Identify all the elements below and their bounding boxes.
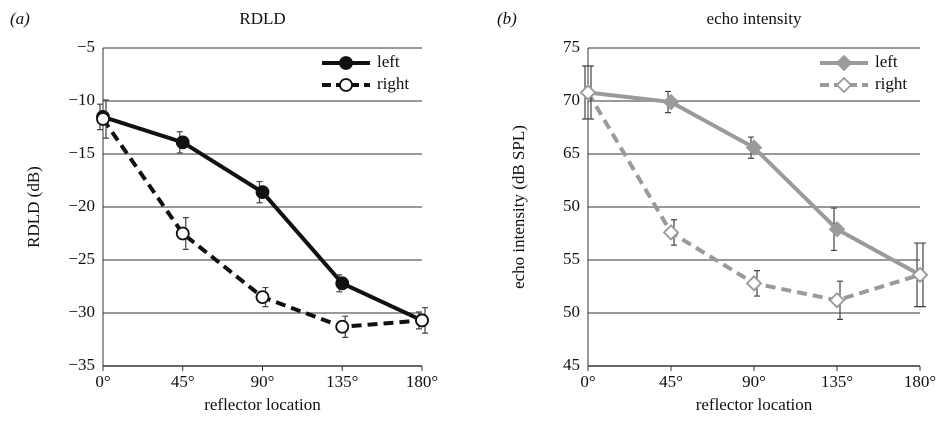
y-tick-label: 55 bbox=[563, 249, 580, 268]
y-axis-label: echo intensity (dB SPL) bbox=[509, 125, 528, 289]
marker bbox=[911, 266, 929, 284]
y-tick-label: −20 bbox=[68, 196, 95, 215]
marker bbox=[335, 276, 350, 291]
panel-label: (a) bbox=[10, 9, 30, 28]
x-tick-label: 45° bbox=[171, 372, 195, 391]
legend-label: right bbox=[875, 74, 907, 93]
marker bbox=[96, 112, 110, 126]
marker bbox=[175, 226, 190, 241]
marker bbox=[175, 135, 190, 150]
marker bbox=[745, 139, 763, 156]
marker bbox=[662, 93, 680, 111]
y-tick-label: 45 bbox=[563, 355, 580, 374]
y-tick-label: 50 bbox=[563, 302, 580, 321]
y-tick-label: −25 bbox=[68, 249, 95, 268]
chart-title: RDLD bbox=[239, 9, 285, 28]
y-tick-label: 65 bbox=[563, 143, 580, 162]
marker bbox=[745, 275, 763, 292]
x-tick-label: 180° bbox=[406, 372, 438, 391]
x-tick-label: 180° bbox=[904, 372, 936, 391]
legend-label: right bbox=[377, 74, 409, 93]
x-tick-label: 135° bbox=[326, 372, 358, 391]
legend-marker bbox=[339, 78, 353, 92]
y-tick-label: −10 bbox=[68, 90, 95, 109]
x-tick-label: 45° bbox=[659, 372, 683, 391]
y-tick-label: 50 bbox=[563, 196, 580, 215]
y-axis-label: RDLD (dB) bbox=[24, 166, 43, 248]
y-tick-label: −5 bbox=[77, 37, 95, 56]
x-tick-label: 135° bbox=[821, 372, 853, 391]
marker bbox=[828, 220, 846, 238]
marker bbox=[255, 290, 270, 305]
x-tick-label: 0° bbox=[95, 372, 110, 391]
y-tick-label: −15 bbox=[68, 143, 95, 162]
y-tick-label: −35 bbox=[68, 355, 95, 374]
x-tick-label: 90° bbox=[742, 372, 766, 391]
x-tick-label: 0° bbox=[580, 372, 595, 391]
legend-marker bbox=[339, 56, 353, 70]
marker bbox=[828, 292, 846, 309]
legend-label: left bbox=[377, 52, 400, 71]
legend-marker bbox=[835, 54, 853, 72]
chart-title: echo intensity bbox=[707, 9, 802, 28]
marker bbox=[415, 313, 429, 328]
y-tick-label: −30 bbox=[68, 302, 95, 321]
y-tick-label: 70 bbox=[563, 90, 580, 109]
x-axis-label: reflector location bbox=[696, 395, 813, 414]
line bbox=[587, 90, 921, 277]
line bbox=[102, 114, 423, 323]
marker bbox=[662, 224, 680, 241]
y-tick-label: 75 bbox=[563, 37, 580, 56]
panel-label: (b) bbox=[497, 9, 517, 28]
marker bbox=[579, 84, 597, 101]
legend-marker bbox=[835, 76, 853, 94]
legend-label: left bbox=[875, 52, 898, 71]
x-tick-label: 90° bbox=[251, 372, 275, 391]
x-axis-label: reflector location bbox=[204, 395, 321, 414]
line bbox=[586, 91, 921, 303]
marker bbox=[255, 185, 270, 200]
marker bbox=[335, 319, 350, 334]
